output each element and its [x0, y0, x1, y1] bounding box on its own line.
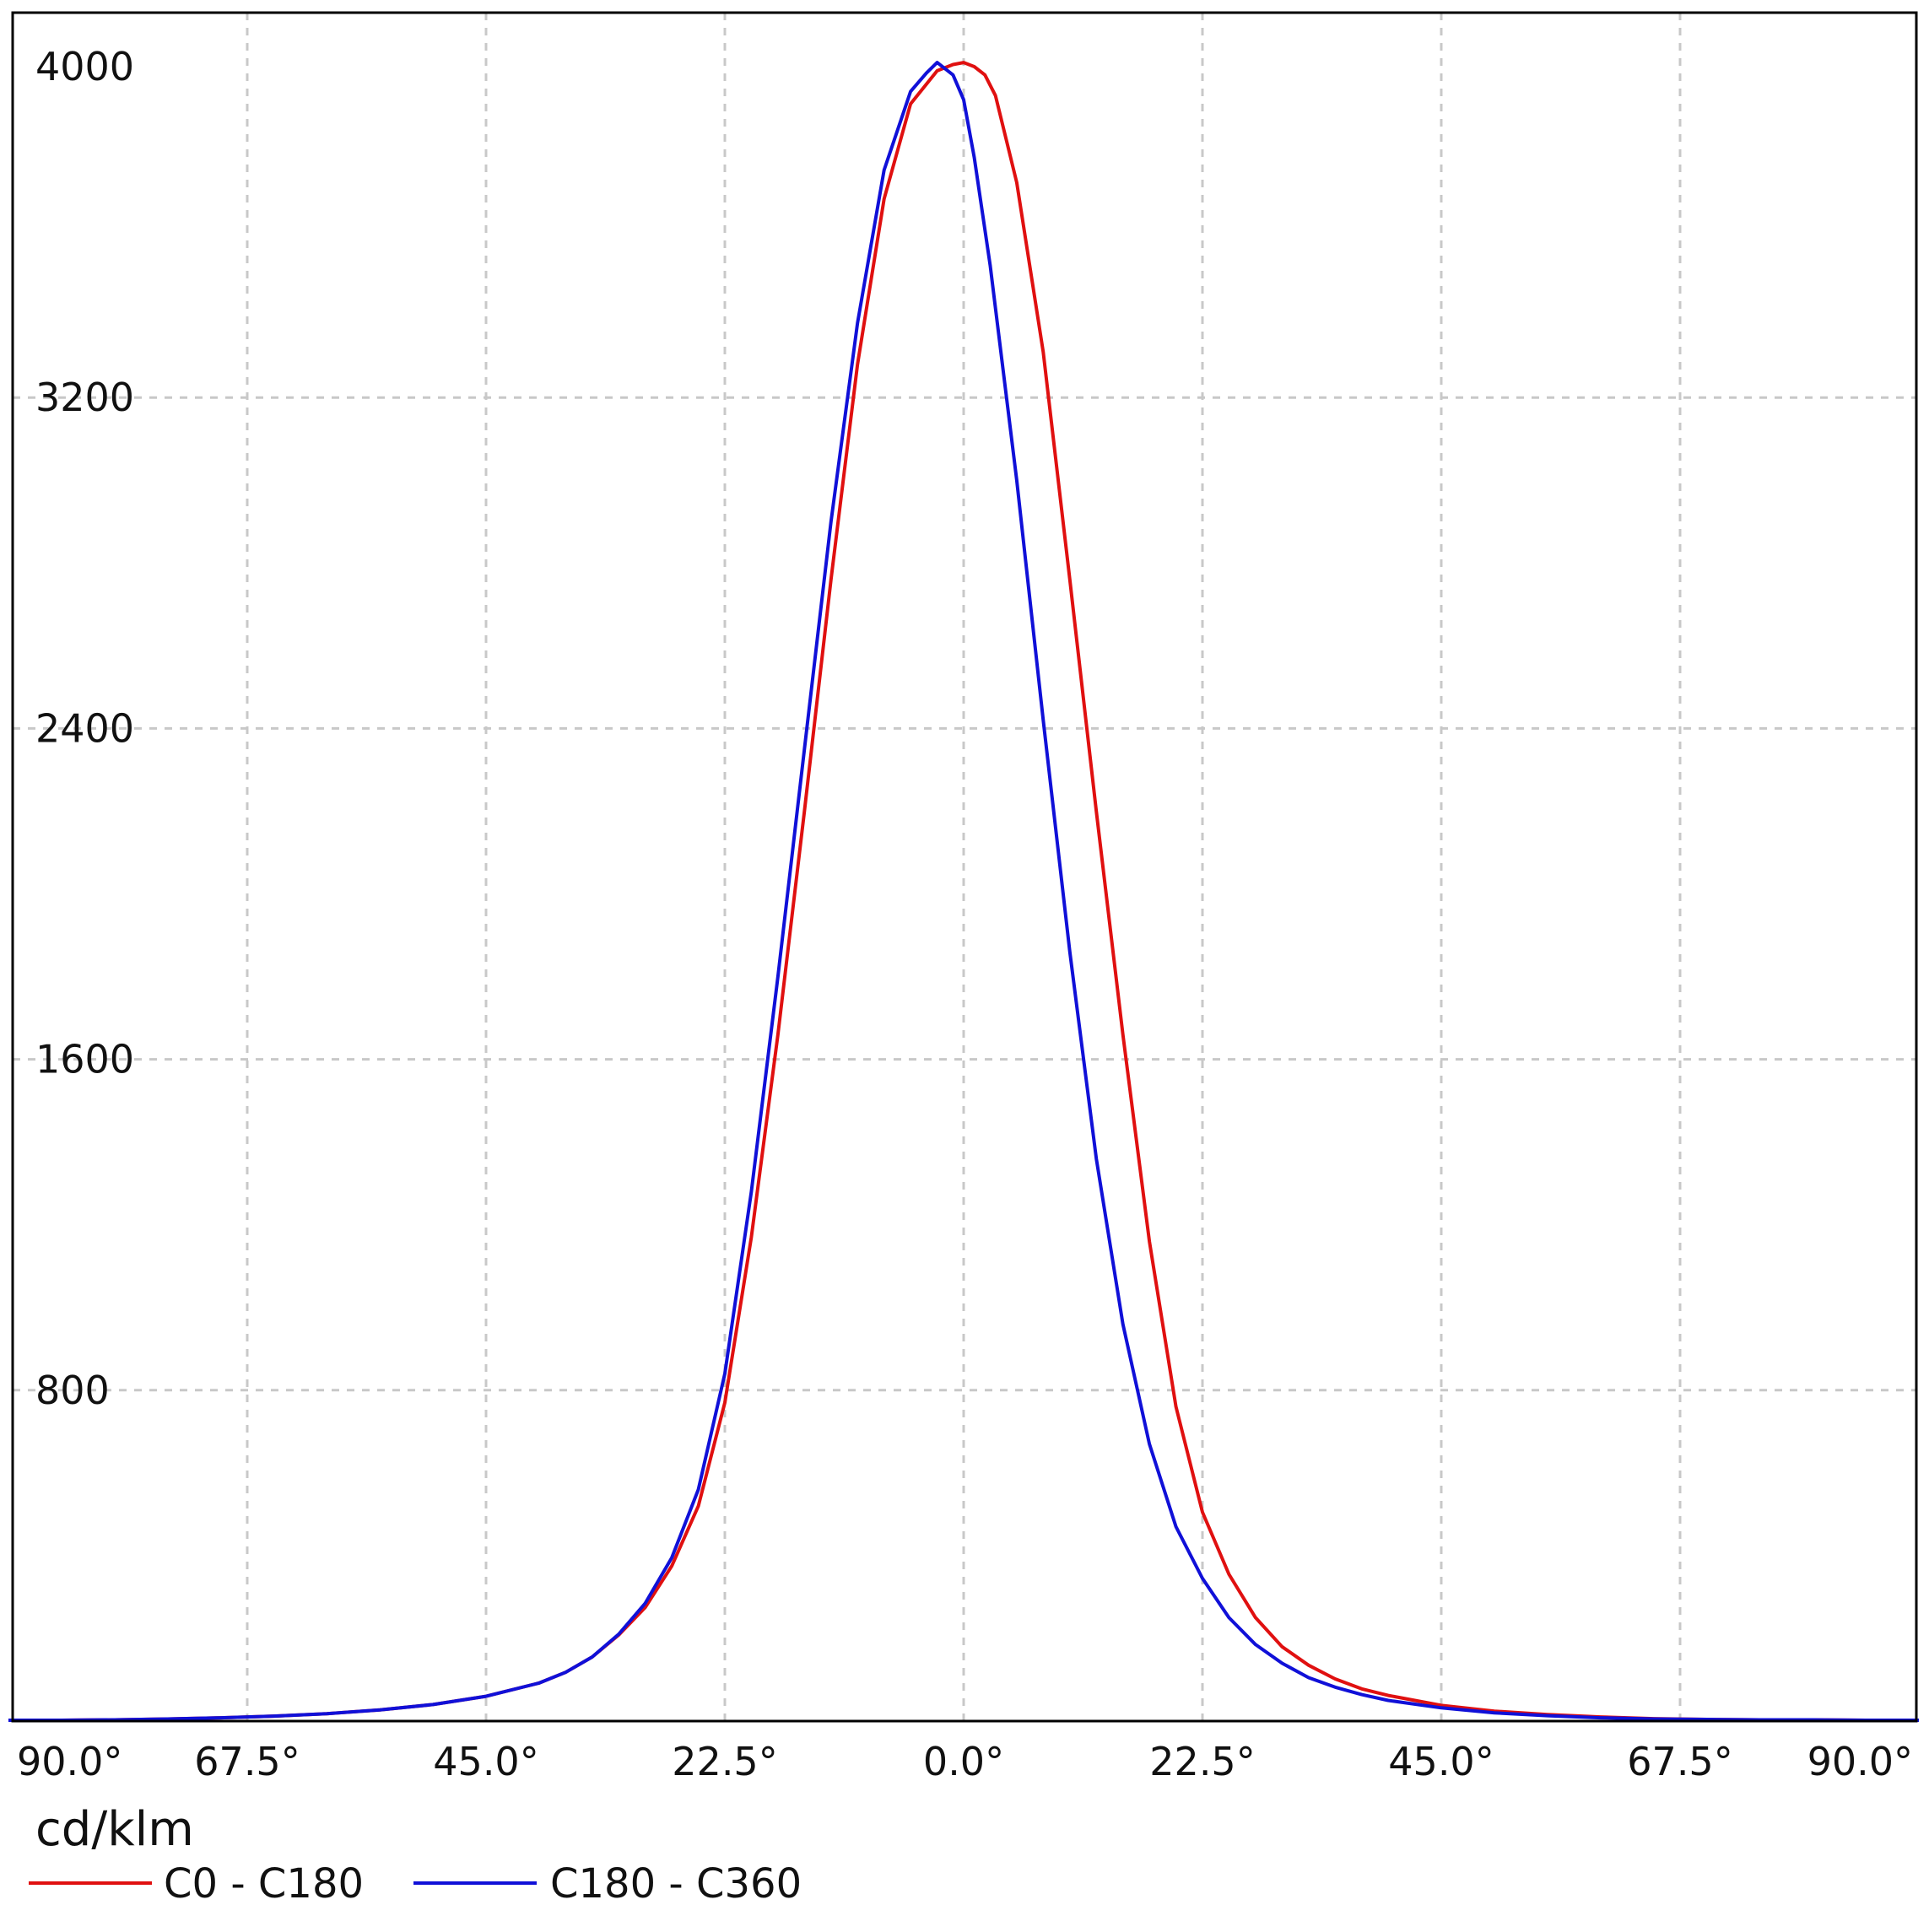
- x-tick-label: 90.0°: [17, 1739, 122, 1784]
- x-tick-label: 45.0°: [433, 1739, 538, 1784]
- x-tick-label: 22.5°: [1149, 1739, 1255, 1784]
- y-tick-label: 3200: [35, 375, 134, 420]
- legend-label: C180 - C360: [550, 1860, 802, 1908]
- x-tick-label: 22.5°: [672, 1739, 777, 1784]
- x-tick-label: 90.0°: [1807, 1739, 1913, 1784]
- x-axis-ticks: 90.0° 67.5° 45.0° 22.5° 0.0° 22.5° 45.0° 67.5° 9…: [17, 1739, 1913, 1784]
- y-tick-label: 2400: [35, 705, 134, 751]
- x-tick-label: 67.5°: [194, 1739, 300, 1784]
- x-tick-label: 45.0°: [1388, 1739, 1494, 1784]
- series-line-c180-c360: [8, 61, 1919, 1722]
- plot-frame: [11, 11, 1918, 1723]
- y-tick-label: 4000: [35, 44, 134, 89]
- grid-lines: [13, 13, 1916, 1721]
- unit-label: cd/klm: [35, 1802, 194, 1857]
- y-tick-label: 800: [35, 1368, 110, 1413]
- legend-label: C0 - C180: [164, 1860, 364, 1908]
- legend: C0 - C180 C180 - C360: [29, 1860, 802, 1908]
- y-axis-ticks: 800 1600 2400 3200 4000: [35, 44, 134, 1413]
- y-tick-label: 1600: [35, 1037, 134, 1082]
- x-tick-label: 0.0°: [923, 1739, 1004, 1784]
- x-tick-label: 67.5°: [1627, 1739, 1732, 1784]
- series-lines: [8, 61, 1919, 1722]
